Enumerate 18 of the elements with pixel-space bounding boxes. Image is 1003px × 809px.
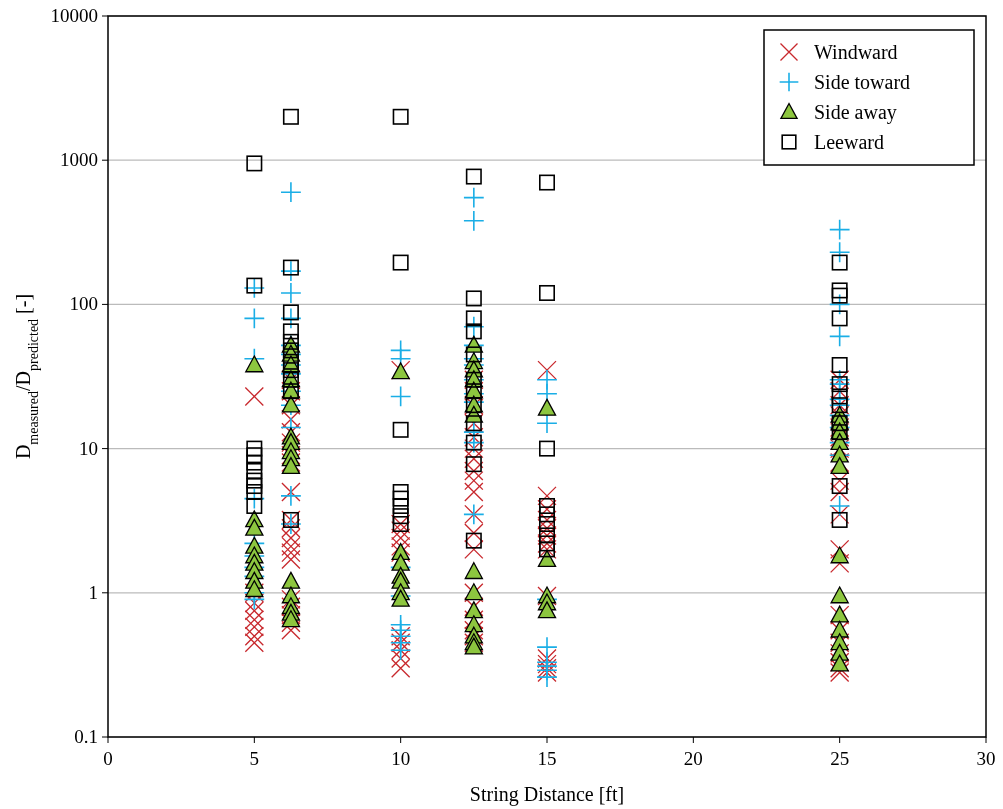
y-tick-label: 100	[69, 293, 98, 315]
y-tick-label: 10	[79, 437, 98, 459]
legend-label: Windward	[814, 41, 898, 63]
x-tick-label: 20	[683, 748, 703, 769]
legend-label: Side away	[814, 101, 897, 124]
x-tick-label: 25	[830, 748, 850, 769]
legend-label: Leeward	[814, 131, 884, 153]
y-tick-label: 0.1	[74, 726, 98, 747]
x-tick-label: 10	[391, 748, 411, 769]
y-tick-label: 10000	[50, 5, 98, 26]
x-tick-label: 30	[976, 748, 996, 769]
y-tick-label: 1000	[60, 149, 98, 171]
y-tick-label: 1	[88, 581, 98, 603]
x-tick-label: 15	[537, 748, 557, 769]
x-axis-title: String Distance [ft]	[469, 783, 625, 806]
x-tick-label: 5	[249, 748, 260, 769]
legend-label: Side toward	[814, 71, 911, 93]
x-tick-label: 0	[103, 748, 113, 769]
